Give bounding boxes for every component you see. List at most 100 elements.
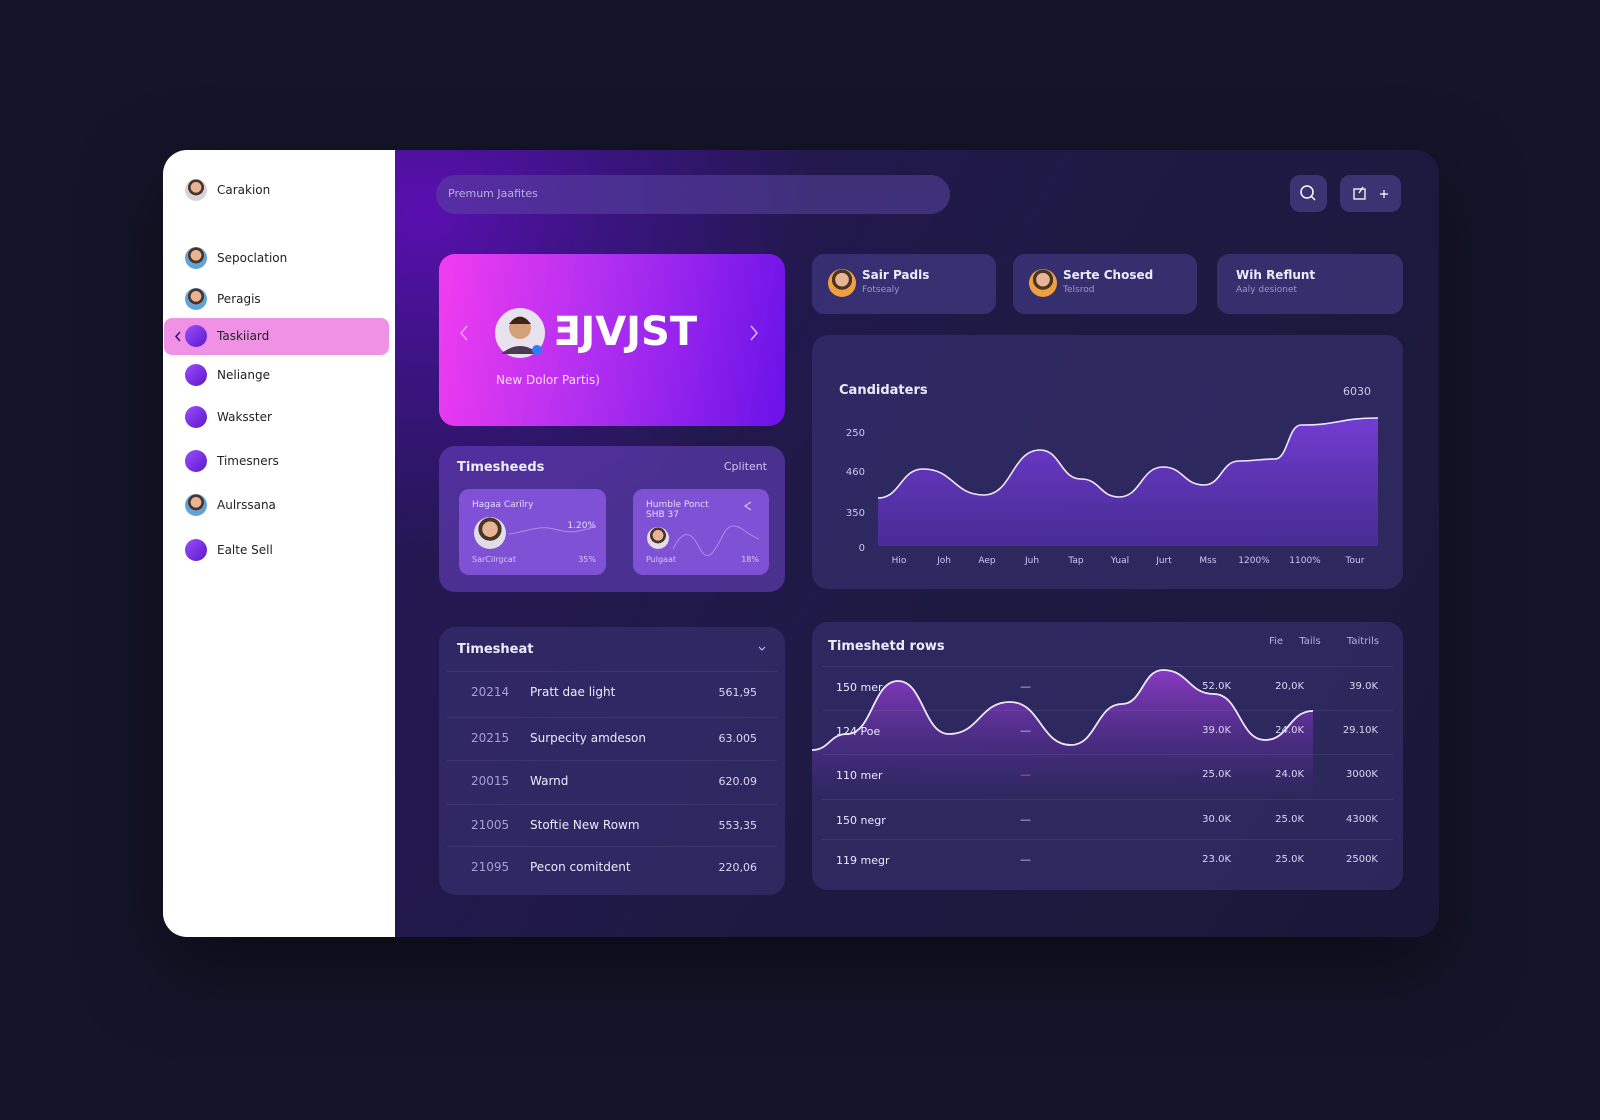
hero-title: ƎJVJST	[553, 309, 698, 355]
timesheet-panel: Timesheat 20214 Pratt dae light 561,95 2021…	[439, 627, 785, 895]
y-axis-label: 350	[845, 508, 865, 519]
row-dash: —	[1020, 724, 1031, 737]
nav-icon	[185, 539, 207, 561]
nav-item[interactable]: Aulrssana	[185, 494, 276, 516]
profile-name: Wih Reflunt	[1236, 268, 1316, 282]
x-axis-label: Aep	[978, 556, 996, 566]
nav-item[interactable]: Peragis	[185, 288, 261, 310]
search-button[interactable]	[1290, 175, 1327, 212]
x-axis-label: Mss	[1199, 556, 1217, 566]
profile-card[interactable]: Wih Reflunt Aaly desionet	[1217, 254, 1403, 314]
nav-icon	[185, 325, 207, 347]
row-value: 4300K	[1345, 814, 1378, 825]
y-axis-label: 0	[858, 543, 865, 554]
share-button[interactable]	[1340, 175, 1401, 212]
row-value: 30.0K	[1202, 814, 1231, 825]
row-value: 25.0K	[1202, 769, 1231, 780]
row-code: 21095	[471, 860, 510, 874]
mini-card-title: Hagaa Carilry	[472, 500, 534, 510]
row-divider	[447, 804, 777, 805]
nav-item[interactable]: Ealte Sell	[185, 539, 273, 561]
nav-label: Aulrssana	[217, 498, 276, 512]
row-code: 20015	[471, 774, 510, 788]
row-value: 39.0K	[1349, 681, 1378, 692]
row-label: 124 Poe	[836, 725, 881, 738]
row-dash: —	[1020, 813, 1031, 826]
x-axis-label: Tap	[1068, 556, 1084, 566]
panel-title: Timeshetd rows	[828, 639, 945, 654]
row-value: 20,0K	[1275, 681, 1304, 692]
nav-avatar	[185, 247, 207, 269]
nav-item[interactable]: Timesners	[185, 450, 279, 472]
collapse-icon[interactable]	[172, 318, 184, 355]
row-value: 25.0K	[1275, 814, 1304, 825]
row-label: 119 megr	[836, 854, 890, 867]
row-label: Pratt dae light	[530, 685, 616, 699]
row-value: 24.0K	[1275, 725, 1304, 736]
column-header: Tails	[1299, 636, 1321, 647]
area-line	[877, 417, 1379, 499]
search-bar[interactable]: Premum Jaafites	[436, 175, 950, 214]
area-chart	[877, 417, 1379, 546]
mini-card: Hagaa Carilry 1.20% SarCilrgcat 35%	[459, 489, 606, 575]
y-axis-label: 460	[845, 467, 865, 478]
row-code: 20214	[471, 685, 510, 699]
hero-card: ƎJVJST New Dolor Partis)	[439, 254, 785, 426]
profile-sub: Telsrod	[1063, 285, 1095, 295]
wave-line	[812, 669, 1314, 751]
brand-avatar	[185, 179, 207, 201]
panel-title: Timesheat	[457, 642, 534, 657]
profile-name: Sair Padls	[862, 268, 930, 282]
profile-sub: Fotsealy	[862, 285, 900, 295]
row-value: 29.10K	[1342, 725, 1378, 736]
row-divider	[822, 666, 1393, 667]
row-divider	[447, 717, 777, 718]
row-divider	[447, 846, 777, 847]
nav-item[interactable]: Taskiiard	[185, 325, 269, 347]
row-label: Stoftie New Rowm	[530, 818, 640, 832]
dropdown-icon[interactable]	[757, 645, 767, 653]
row-value: 25.0K	[1275, 854, 1304, 865]
nav-label: Timesners	[217, 454, 279, 468]
mini-card: Humble Ponct SHB 37 Pulgaat 18%	[633, 489, 769, 575]
nav-label: Sepoclation	[217, 251, 288, 265]
nav-item[interactable]: Waksster	[185, 406, 272, 428]
profile-card[interactable]: Sair Padls Fotsealy	[812, 254, 996, 314]
row-value: 52.0K	[1202, 681, 1231, 692]
brand: Carakion	[185, 179, 271, 201]
column-header: Taitrils	[1346, 636, 1380, 647]
row-label: Warnd	[530, 774, 569, 788]
x-axis-label: 1200%	[1238, 556, 1270, 566]
row-label: 110 mer	[836, 769, 883, 782]
app-window: Carakion Sepoclation Peragis Taskiiard Neli…	[163, 150, 1439, 937]
x-axis-label: Jurt	[1156, 556, 1172, 566]
x-axis-label: Joh	[937, 556, 951, 566]
row-divider	[822, 754, 1393, 755]
mini-avatar	[647, 527, 669, 549]
nav-item[interactable]: Neliange	[185, 364, 270, 386]
x-axis-label: Juh	[1024, 556, 1040, 566]
panel-action[interactable]: Cplitent	[723, 460, 767, 473]
nav-icon	[185, 364, 207, 386]
row-label: Pecon comitdent	[530, 860, 631, 874]
nav-avatar	[185, 288, 207, 310]
sparkline	[508, 526, 595, 535]
mini-card-title: Humble Ponct SHB 37	[646, 500, 709, 520]
mini-percent: 18%	[741, 555, 759, 564]
y-axis-label: 250	[845, 428, 865, 439]
column-header: Fie	[1269, 636, 1283, 647]
nav-item[interactable]: Sepoclation	[185, 247, 287, 269]
row-amount: 220,06	[718, 861, 758, 874]
brand-name: Carakion	[217, 183, 271, 197]
panel-title: Candidaters	[839, 383, 928, 398]
profile-card[interactable]: Serte Chosed Telsrod	[1013, 254, 1197, 314]
rows-panel: Timeshetd rows Fie Tails Taitrils 150 mer — 5…	[812, 622, 1403, 890]
row-dash: —	[1020, 680, 1031, 693]
row-value: 2500K	[1345, 854, 1378, 865]
row-dash: —	[1020, 768, 1031, 781]
row-value: 39.0K	[1202, 725, 1231, 736]
nav-icon	[185, 450, 207, 472]
hero-decor	[460, 308, 758, 358]
nav-avatar	[185, 494, 207, 516]
panel-title: Timesheeds	[457, 460, 545, 475]
